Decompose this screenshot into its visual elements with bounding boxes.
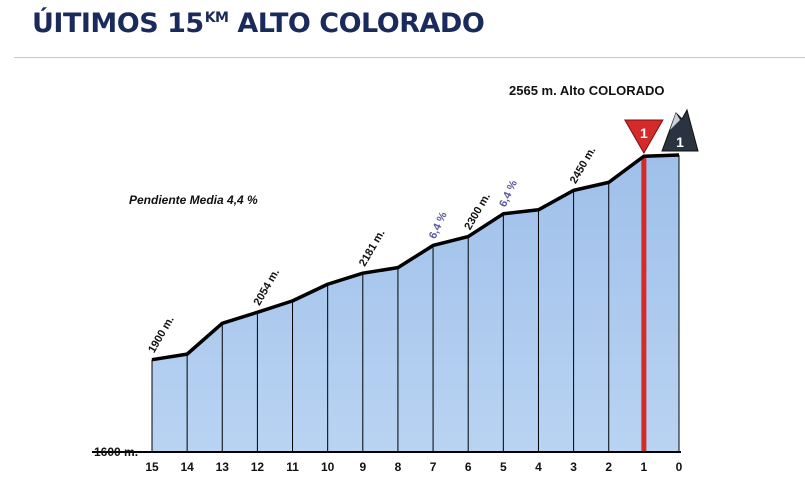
x-tick-label: 9 [359, 460, 366, 474]
profile-area [152, 155, 679, 452]
page-title: ÚITIMOS 15KM ALTO COLORADO [32, 8, 485, 39]
title-divider [14, 57, 805, 58]
altitude-label: 1900 m. [146, 314, 177, 355]
x-tick-label: 1 [641, 460, 648, 474]
x-tick-label: 15 [145, 460, 159, 474]
mountain-snow [670, 113, 680, 130]
x-tick-label: 8 [395, 460, 402, 474]
x-tick-label: 4 [535, 460, 542, 474]
title-suffix: ALTO COLORADO [228, 8, 485, 39]
title-unit: KM [204, 10, 229, 26]
x-tick-label: 2 [605, 460, 612, 474]
x-tick-label: 13 [216, 460, 230, 474]
x-tick-label: 7 [430, 460, 437, 474]
category-number: 1 [676, 134, 684, 150]
summit-label: 2565 m. Alto COLORADO [509, 83, 665, 98]
gradient-label: 6,4 % [497, 178, 520, 209]
x-tick-label: 6 [465, 460, 472, 474]
x-tick-label: 12 [251, 460, 265, 474]
x-tick-label: 5 [500, 460, 507, 474]
altitude-label: 2450 m. [568, 145, 599, 186]
y-base-label: 1600 m. [94, 445, 138, 459]
mountain-category-icon: 1 [661, 108, 699, 152]
x-tick-label: 14 [180, 460, 194, 474]
flag-triangle [624, 119, 664, 155]
x-tick-label: 0 [676, 460, 683, 474]
x-tick-label: 11 [286, 460, 299, 474]
last-km-flag-icon: 1 [624, 119, 664, 155]
mean-gradient-label: Pendiente Media 4,4 % [129, 193, 258, 207]
profile-line [151, 153, 680, 362]
x-tick-label: 3 [570, 460, 577, 474]
altitude-label: 2054 m. [252, 267, 283, 308]
gradient-label: 6,4 % [427, 210, 450, 241]
title-prefix: ÚITIMOS 15 [32, 8, 204, 39]
mountain-shape [661, 108, 699, 152]
altitude-label: 2181 m. [357, 228, 388, 269]
flag-number: 1 [640, 125, 648, 141]
x-tick-label: 10 [321, 460, 335, 474]
